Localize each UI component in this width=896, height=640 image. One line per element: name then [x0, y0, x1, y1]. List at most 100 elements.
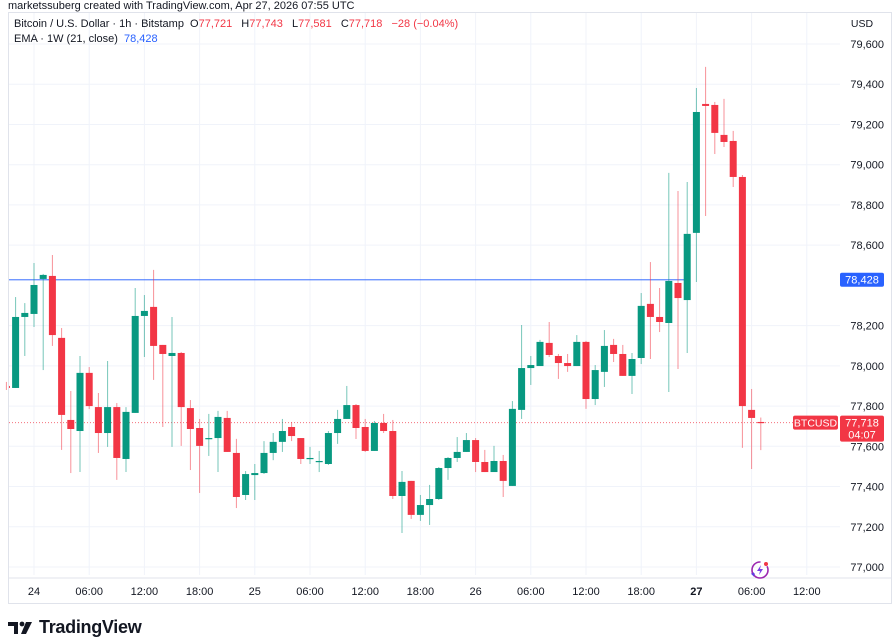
candle [518, 325, 526, 419]
candle-body [48, 275, 56, 336]
candle-body [702, 103, 710, 106]
candle-body [343, 405, 351, 419]
candle [536, 339, 544, 367]
candle [343, 385, 351, 419]
candle-body [288, 426, 296, 437]
candle-body [554, 355, 562, 364]
chart-credit: marketssuberg created with TradingView.c… [8, 0, 355, 12]
candle [21, 303, 29, 356]
candle-body [306, 457, 314, 460]
candle [140, 295, 148, 357]
candle [444, 456, 452, 480]
time-tick-label: 18:00 [407, 586, 435, 598]
candle-body [600, 345, 608, 372]
time-tick-label: 27 [690, 586, 702, 598]
candle-body [508, 408, 516, 486]
time-tick-label: 12:00 [351, 586, 379, 598]
candle-body [757, 421, 765, 424]
candle [58, 328, 66, 450]
candle-body [122, 411, 130, 459]
time-tick-label: 26 [469, 586, 481, 598]
candle [334, 409, 342, 444]
candle [573, 335, 581, 367]
candle [104, 361, 112, 447]
candle-body [315, 460, 323, 463]
price-tick-label: 78,800 [850, 200, 884, 212]
price-tick-label: 77,800 [850, 401, 884, 413]
candle-body [186, 408, 194, 430]
price-tick-label: 77,000 [850, 562, 884, 574]
candle-body [113, 407, 121, 458]
candle-body [196, 427, 204, 446]
candle-body [205, 438, 213, 440]
tradingview-logo[interactable]: TradingView [8, 617, 142, 638]
candle-body [352, 405, 360, 428]
price-tick-label: 77,600 [850, 441, 884, 453]
candle [380, 413, 388, 434]
candle [361, 418, 369, 452]
price-tick-label: 79,600 [850, 39, 884, 51]
open-label: O [190, 18, 199, 30]
ohlc-close: C77,718 [341, 18, 386, 30]
candle-body [380, 422, 388, 432]
time-axis: 24 06:00 12:00 18:00 25 06:00 12:00 18:00 26 06:0… [28, 586, 821, 598]
candle [738, 174, 746, 448]
candle-body [85, 372, 93, 407]
candle-body [104, 407, 112, 434]
candle-body [260, 452, 268, 474]
candle [702, 66, 710, 216]
candle [656, 287, 664, 333]
candle-body [416, 505, 424, 515]
time-tick-label: 06:00 [517, 586, 545, 598]
ema-value: 78,428 [123, 33, 158, 45]
candle [214, 410, 222, 473]
candle-body [674, 282, 682, 299]
candle [269, 433, 277, 461]
candle [582, 340, 590, 409]
candle-body [444, 457, 452, 469]
candle-body [177, 352, 185, 408]
candle [315, 450, 323, 473]
candle-body [738, 176, 746, 407]
price-tick-label: 77,200 [850, 522, 884, 534]
time-tick-label: 06:00 [296, 586, 324, 598]
candle [490, 445, 498, 473]
candle-body [150, 306, 158, 346]
candle [610, 338, 618, 363]
candle-body [334, 418, 342, 434]
currency-button[interactable]: USD [850, 18, 874, 30]
candle [242, 471, 250, 501]
candle [12, 297, 20, 388]
candle [131, 287, 139, 413]
candle [251, 464, 259, 501]
bar-countdown-label: 04:07 [848, 430, 876, 442]
ema-title[interactable]: EMA · 1W (21, close) [14, 33, 118, 45]
candle-body [472, 440, 480, 462]
lightning-circle-icon[interactable] [750, 561, 769, 579]
price-tick-label: 78,000 [850, 361, 884, 373]
candle-body [628, 359, 636, 376]
chart-frame [8, 12, 892, 604]
candle-body [711, 104, 719, 133]
candle [48, 255, 56, 346]
candle-body [232, 452, 240, 497]
candle-body [462, 440, 470, 452]
price-tick-label: 78,200 [850, 321, 884, 333]
candle [711, 101, 719, 155]
candle [683, 181, 691, 353]
symbol-title[interactable]: Bitcoin / U.S. Dollar · 1h · Bitstamp [14, 18, 184, 30]
candle-body [223, 417, 231, 452]
ema-price-label: 78,428 [845, 275, 879, 287]
candle [398, 471, 406, 533]
candle [232, 438, 240, 509]
chart-legend: Bitcoin / U.S. Dollar · 1h · Bitstamp O 7… [14, 17, 461, 47]
candle [508, 401, 516, 486]
candle [113, 403, 121, 480]
candle [150, 269, 158, 380]
candle-body [389, 431, 397, 496]
candle [324, 431, 332, 466]
candle-body [518, 368, 526, 410]
candle-body [453, 451, 461, 458]
